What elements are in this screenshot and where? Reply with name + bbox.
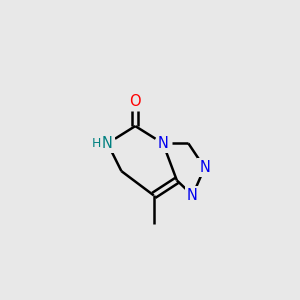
Text: N: N [199, 160, 210, 175]
Text: N: N [187, 188, 198, 203]
Text: H: H [91, 137, 101, 150]
Text: N: N [158, 136, 168, 151]
Text: N: N [102, 136, 113, 151]
Text: O: O [130, 94, 141, 109]
